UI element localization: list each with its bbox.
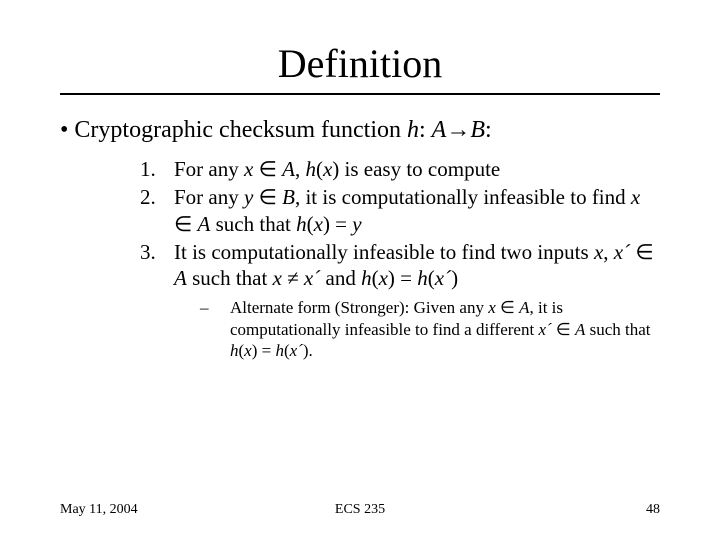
- sub-list-item: – Alternate form (Stronger): Given any x…: [200, 297, 660, 361]
- item-number: 1.: [140, 156, 174, 182]
- list-item: 1. For any x ∈ A, h(x) is easy to comput…: [140, 156, 660, 182]
- footer: May 11, 2004 ECS 235 48: [60, 502, 660, 518]
- item-text: It is computationally infeasible to find…: [174, 239, 660, 292]
- item-text: For any x ∈ A, h(x) is easy to compute: [174, 156, 660, 182]
- list-item: 2. For any y ∈ B, it is computationally …: [140, 184, 660, 237]
- sub-list: – Alternate form (Stronger): Given any x…: [200, 297, 660, 361]
- bullet-text: Cryptographic checksum function h: A→B:: [74, 117, 491, 143]
- item-text: For any y ∈ B, it is computationally inf…: [174, 184, 660, 237]
- footer-course: ECS 235: [60, 502, 660, 518]
- list-item: 3. It is computationally infeasible to f…: [140, 239, 660, 292]
- slide-title: Definition: [60, 40, 660, 87]
- bullet-prefix: •: [60, 117, 74, 143]
- title-rule: [60, 93, 660, 95]
- numbered-list: 1. For any x ∈ A, h(x) is easy to comput…: [140, 156, 660, 291]
- item-number: 3.: [140, 239, 174, 292]
- item-number: 2.: [140, 184, 174, 237]
- main-bullet: • Cryptographic checksum function h: A→B…: [60, 117, 660, 144]
- sub-text: Alternate form (Stronger): Given any x ∈…: [230, 297, 660, 361]
- sub-dash: –: [200, 297, 230, 361]
